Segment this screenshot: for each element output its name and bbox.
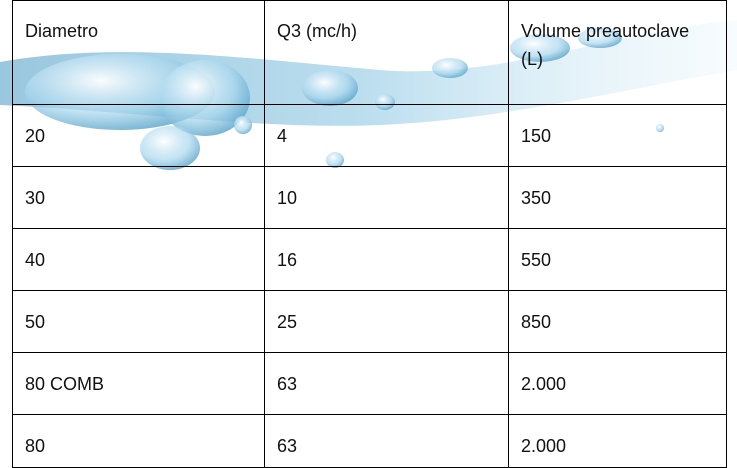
cell-text: 63	[277, 374, 298, 394]
table-row: 40 16 550	[12, 228, 727, 291]
cell-text: Volume preautoclave (L)	[521, 21, 690, 69]
table-cell: 2.000	[508, 352, 727, 415]
cell-text: 50	[25, 312, 46, 332]
cell-text: Q3 (mc/h)	[277, 21, 358, 41]
data-table: Diametro Q3 (mc/h) Volume preautoclave (L)…	[12, 0, 727, 468]
cell-text: 20	[25, 126, 46, 146]
table-cell: 150	[508, 104, 727, 167]
table-cell: Q3 (mc/h)	[264, 0, 509, 105]
cell-text: 16	[277, 250, 298, 270]
table-cell: 2.000	[508, 414, 727, 468]
table-cell: 550	[508, 228, 727, 291]
table-cell: 850	[508, 290, 727, 353]
table-row: 30 10 350	[12, 166, 727, 229]
table-cell: 20	[12, 104, 265, 167]
cell-text: 80	[25, 436, 46, 456]
table-cell: 350	[508, 166, 727, 229]
table-cell: 40	[12, 228, 265, 291]
table-cell: Diametro	[12, 0, 265, 105]
table-row: 50 25 850	[12, 290, 727, 353]
table-row: 80 63 2.000	[12, 414, 727, 468]
cell-text: 2.000	[521, 436, 567, 456]
table-cell: 10	[264, 166, 509, 229]
table-cell: 80 COMB	[12, 352, 265, 415]
cell-text: 350	[521, 188, 552, 208]
table-cell: 25	[264, 290, 509, 353]
table-cell: Volume preautoclave (L)	[508, 0, 727, 105]
header-row: Diametro Q3 (mc/h) Volume preautoclave (L)	[12, 0, 727, 105]
cell-text: 63	[277, 436, 298, 456]
table-cell: 30	[12, 166, 265, 229]
cell-text: 40	[25, 250, 46, 270]
cell-text: Diametro	[25, 21, 99, 41]
table-row: 80 COMB 63 2.000	[12, 352, 727, 415]
table-row: 20 4 150	[12, 104, 727, 167]
table-cell: 63	[264, 414, 509, 468]
table-cell: 50	[12, 290, 265, 353]
cell-text: 30	[25, 188, 46, 208]
cell-text: 25	[277, 312, 298, 332]
cell-text: 550	[521, 250, 552, 270]
table-cell: 4	[264, 104, 509, 167]
cell-text: 150	[521, 126, 552, 146]
cell-text: 4	[277, 126, 288, 146]
cell-text: 850	[521, 312, 552, 332]
table-cell: 16	[264, 228, 509, 291]
cell-text: 80 COMB	[25, 374, 105, 394]
cell-text: 10	[277, 188, 298, 208]
table-cell: 63	[264, 352, 509, 415]
table-cell: 80	[12, 414, 265, 468]
cell-text: 2.000	[521, 374, 567, 394]
